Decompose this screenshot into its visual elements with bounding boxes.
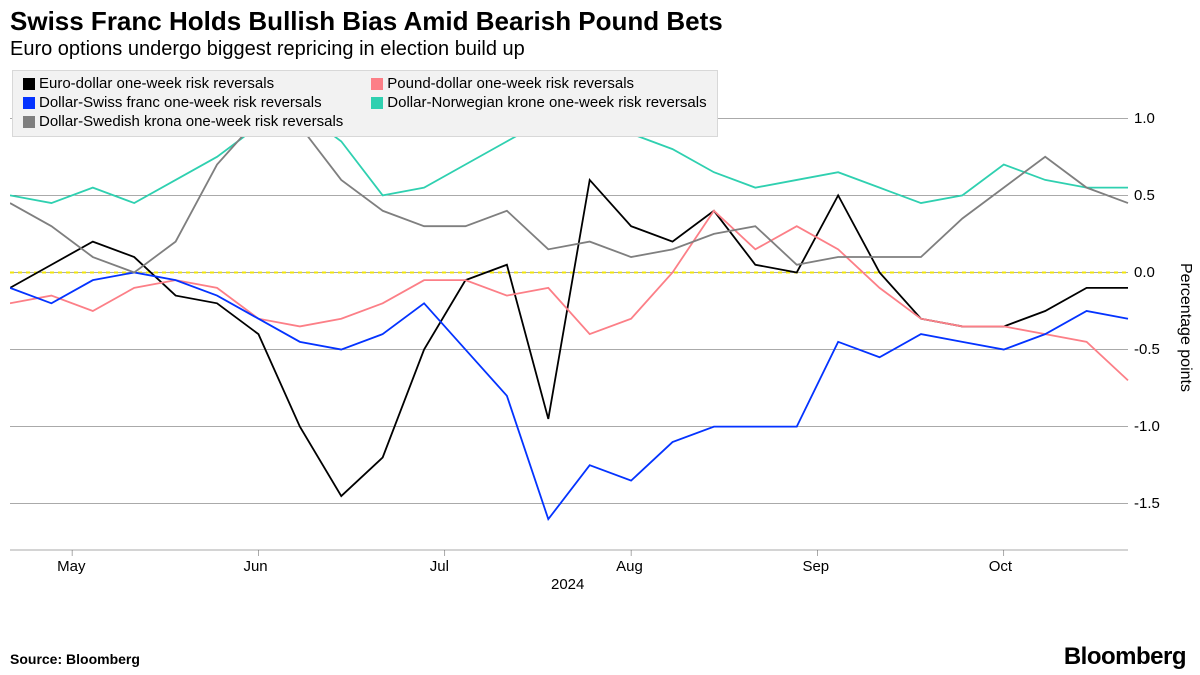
legend-label: Dollar-Swiss franc one-week risk reversa… bbox=[39, 94, 322, 111]
legend-item: Pound-dollar one-week risk reversals bbox=[371, 75, 706, 92]
x-axis-title: 2024 bbox=[551, 576, 584, 593]
legend-label: Dollar-Swedish krona one-week risk rever… bbox=[39, 113, 343, 130]
x-tick-label: Aug bbox=[616, 558, 643, 575]
legend-item: Dollar-Swedish krona one-week risk rever… bbox=[23, 113, 343, 130]
legend-swatch bbox=[23, 97, 35, 109]
x-tick-label: Sep bbox=[802, 558, 829, 575]
x-tick-label: Jun bbox=[243, 558, 267, 575]
chart-plot bbox=[10, 68, 1130, 598]
y-tick-label: -1.0 bbox=[1134, 418, 1160, 435]
x-tick-label: Jul bbox=[430, 558, 449, 575]
legend-swatch bbox=[371, 97, 383, 109]
x-tick-label: Oct bbox=[989, 558, 1012, 575]
chart-subtitle: Euro options undergo biggest repricing i… bbox=[10, 38, 525, 61]
bloomberg-logo: Bloomberg bbox=[1064, 643, 1186, 671]
y-tick-label: -1.5 bbox=[1134, 495, 1160, 512]
x-tick-label: May bbox=[57, 558, 85, 575]
chart-legend: Euro-dollar one-week risk reversals Pound… bbox=[12, 70, 718, 137]
y-tick-label: 1.0 bbox=[1134, 110, 1155, 127]
legend-label: Euro-dollar one-week risk reversals bbox=[39, 75, 274, 92]
legend-swatch bbox=[23, 116, 35, 128]
legend-label: Pound-dollar one-week risk reversals bbox=[387, 75, 634, 92]
legend-swatch bbox=[371, 78, 383, 90]
y-tick-label: 0.0 bbox=[1134, 264, 1155, 281]
y-axis-label: Percentage points bbox=[1176, 263, 1194, 392]
source-attribution: Source: Bloomberg bbox=[10, 651, 140, 667]
legend-item: Dollar-Swiss franc one-week risk reversa… bbox=[23, 94, 343, 111]
y-tick-label: 0.5 bbox=[1134, 187, 1155, 204]
legend-swatch bbox=[23, 78, 35, 90]
legend-item: Euro-dollar one-week risk reversals bbox=[23, 75, 343, 92]
legend-item: Dollar-Norwegian krone one-week risk rev… bbox=[371, 94, 706, 111]
chart-title: Swiss Franc Holds Bullish Bias Amid Bear… bbox=[10, 6, 723, 37]
y-tick-label: -0.5 bbox=[1134, 341, 1160, 358]
legend-label: Dollar-Norwegian krone one-week risk rev… bbox=[387, 94, 706, 111]
